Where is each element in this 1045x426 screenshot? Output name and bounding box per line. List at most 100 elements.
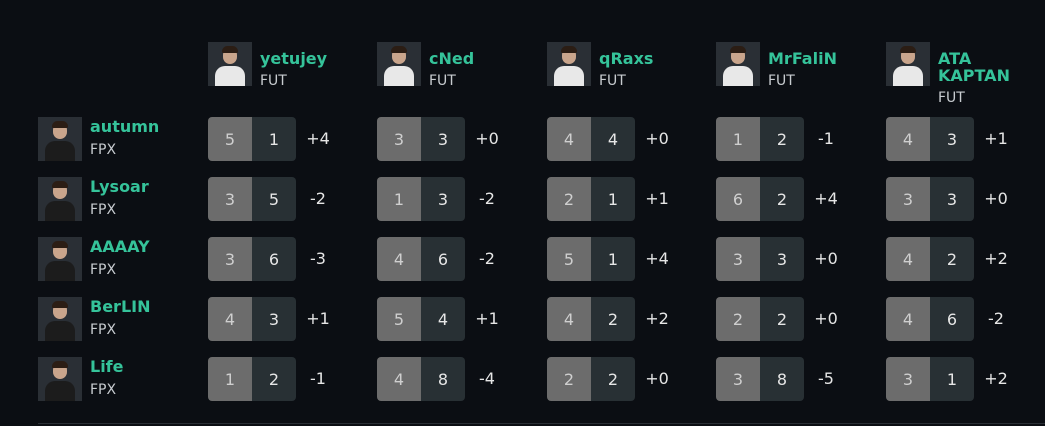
deaths: 1: [930, 357, 974, 401]
kill-diff: -2: [479, 249, 495, 268]
kill-diff: +2: [645, 309, 669, 328]
kills: 1: [716, 117, 760, 161]
kills: 5: [547, 237, 591, 281]
deaths: 4: [421, 297, 465, 341]
row-player-name: autumn: [90, 117, 160, 136]
kills: 2: [547, 357, 591, 401]
deaths: 3: [760, 237, 804, 281]
divider: [38, 423, 1045, 424]
kill-diff: +0: [984, 189, 1008, 208]
kills: 4: [886, 237, 930, 281]
row-player-name: AAAAY: [90, 237, 150, 256]
kill-diff: +0: [814, 249, 838, 268]
kill-diff: +0: [645, 129, 669, 148]
kill-diff: -2: [479, 189, 495, 208]
avatar: [38, 237, 82, 281]
row-player-name: Life: [90, 357, 124, 376]
deaths: 8: [760, 357, 804, 401]
deaths: 2: [760, 177, 804, 221]
kills: 5: [377, 297, 421, 341]
kills: 4: [547, 117, 591, 161]
column-player-name: MrFaliN: [768, 49, 837, 68]
avatar: [377, 42, 421, 86]
deaths: 1: [252, 117, 296, 161]
kills: 4: [377, 237, 421, 281]
column-player-name: yetujey: [260, 49, 328, 68]
kill-diff: +0: [645, 369, 669, 388]
column-player-name: cNed: [429, 49, 475, 68]
avatar: [886, 42, 930, 86]
kills: 3: [716, 237, 760, 281]
kills: 3: [886, 357, 930, 401]
kill-diff: -1: [818, 129, 834, 148]
kills: 3: [716, 357, 760, 401]
deaths: 3: [930, 117, 974, 161]
kill-diff: +1: [306, 309, 330, 328]
kills: 6: [716, 177, 760, 221]
row-team: FPX: [90, 322, 117, 338]
kill-diff: +4: [645, 249, 669, 268]
row-team: FPX: [90, 202, 117, 218]
kills: 3: [886, 177, 930, 221]
deaths: 4: [591, 117, 635, 161]
kill-diff: +4: [306, 129, 330, 148]
avatar: [38, 297, 82, 341]
row-team: FPX: [90, 382, 117, 398]
kills: 5: [208, 117, 252, 161]
deaths: 6: [421, 237, 465, 281]
column-team: FUT: [938, 90, 965, 106]
deaths: 6: [930, 297, 974, 341]
kill-diff: +1: [645, 189, 669, 208]
deaths: 2: [760, 297, 804, 341]
kill-diff: -1: [310, 369, 326, 388]
deaths: 6: [252, 237, 296, 281]
kill-diff: +2: [984, 369, 1008, 388]
kills: 4: [886, 297, 930, 341]
deaths: 2: [252, 357, 296, 401]
avatar: [208, 42, 252, 86]
kills: 1: [377, 177, 421, 221]
row-team: FPX: [90, 262, 117, 278]
kills: 3: [208, 237, 252, 281]
row-player-name: Lysoar: [90, 177, 149, 196]
row-player-name: BerLIN: [90, 297, 151, 316]
deaths: 3: [930, 177, 974, 221]
avatar: [547, 42, 591, 86]
kills: 2: [716, 297, 760, 341]
kill-diff: -2: [988, 309, 1004, 328]
avatar: [716, 42, 760, 86]
row-team: FPX: [90, 142, 117, 158]
column-team: FUT: [429, 73, 456, 89]
kills: 4: [208, 297, 252, 341]
kill-diff: +1: [984, 129, 1008, 148]
kill-diff: +2: [984, 249, 1008, 268]
kill-diff: +1: [475, 309, 499, 328]
kills: 1: [208, 357, 252, 401]
deaths: 3: [421, 177, 465, 221]
deaths: 2: [760, 117, 804, 161]
deaths: 3: [252, 297, 296, 341]
column-player-name: qRaxs: [599, 49, 654, 68]
kills: 4: [377, 357, 421, 401]
avatar: [38, 357, 82, 401]
kill-diff: +4: [814, 189, 838, 208]
deaths: 2: [591, 297, 635, 341]
kills: 4: [547, 297, 591, 341]
column-team: FUT: [768, 73, 795, 89]
deaths: 2: [930, 237, 974, 281]
column-team: FUT: [599, 73, 626, 89]
avatar: [38, 177, 82, 221]
deaths: 3: [421, 117, 465, 161]
kill-diff: +0: [814, 309, 838, 328]
column-team: FUT: [260, 73, 287, 89]
deaths: 5: [252, 177, 296, 221]
kills: 4: [886, 117, 930, 161]
kill-diff: -4: [479, 369, 495, 388]
kill-diff: -3: [310, 249, 326, 268]
kills: 3: [377, 117, 421, 161]
kills: 2: [547, 177, 591, 221]
kills: 3: [208, 177, 252, 221]
deaths: 1: [591, 237, 635, 281]
column-player-name: ATA KAPTAN: [938, 49, 1010, 85]
